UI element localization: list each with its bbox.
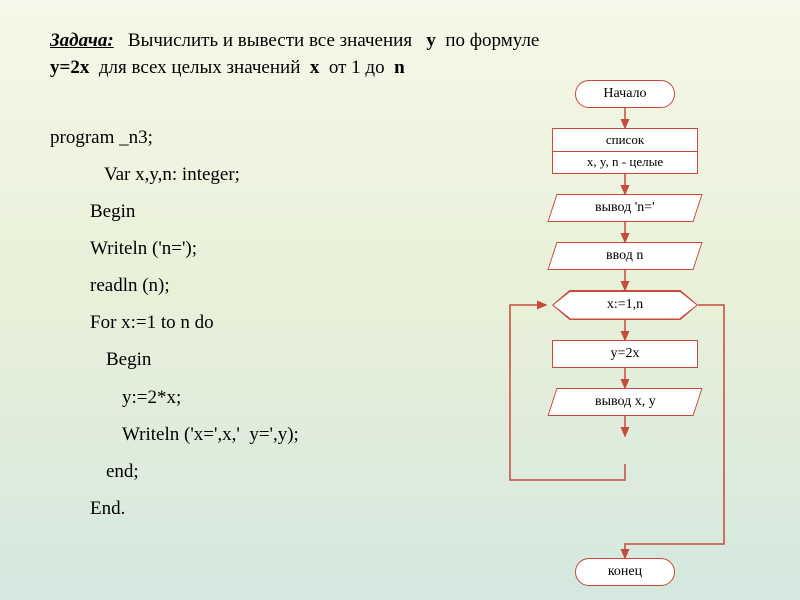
flow-loop-header: x:=1,n — [552, 290, 698, 320]
flowchart: Начало список x, y, n - целые вывод 'n='… — [480, 80, 740, 590]
flow-output-xy: вывод x, y — [547, 388, 702, 416]
task-statement: Задача: Вычислить и вывести все значения… — [50, 28, 760, 81]
flow-calc: y=2x — [552, 340, 698, 368]
flow-end: конец — [575, 558, 675, 586]
flow-output-n-prompt: вывод 'n=' — [547, 194, 702, 222]
flow-start: Начало — [575, 80, 675, 108]
task-label: Задача: — [50, 30, 114, 51]
flow-declarations: список x, y, n - целые — [552, 128, 698, 174]
flow-input-n: ввод n — [547, 242, 702, 270]
